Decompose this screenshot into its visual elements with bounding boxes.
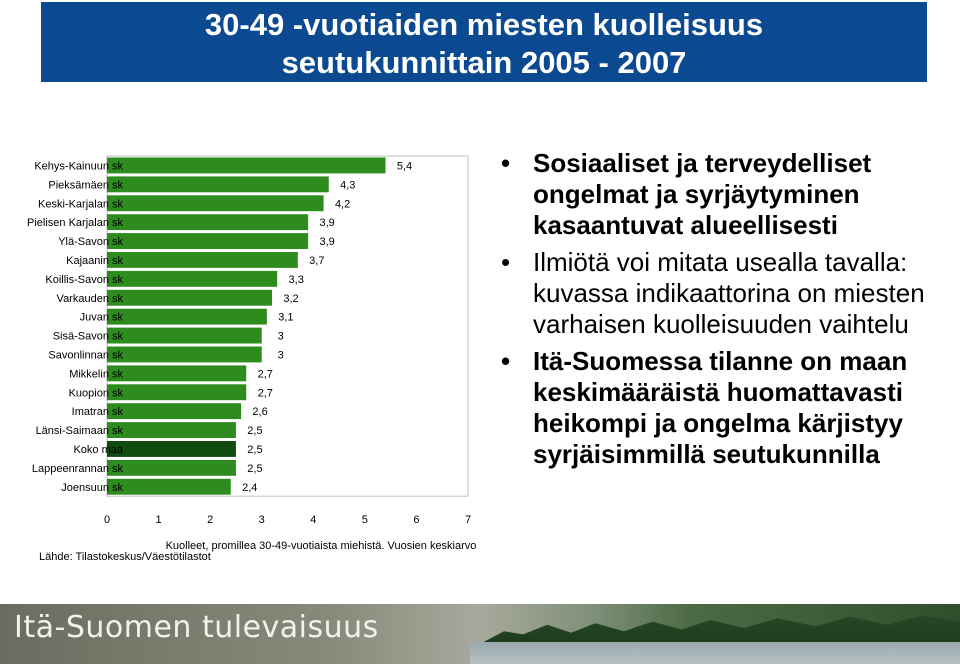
value-label: 4,2 bbox=[335, 198, 350, 210]
page-title-line1: 30-49 -vuotiaiden miesten kuolleisuus bbox=[204, 7, 764, 42]
bar bbox=[107, 327, 262, 344]
category-label: Koko maa bbox=[73, 444, 123, 456]
x-tick-label: 7 bbox=[465, 514, 471, 526]
bullet-dot-icon: • bbox=[501, 148, 511, 178]
value-label: 2,6 bbox=[252, 406, 267, 418]
value-label: 3,2 bbox=[283, 293, 298, 305]
lake-image bbox=[470, 642, 960, 664]
x-tick-label: 0 bbox=[104, 514, 110, 526]
bar bbox=[107, 365, 247, 382]
bar bbox=[107, 289, 273, 306]
category-label: Varkauden sk bbox=[57, 293, 124, 305]
bar bbox=[107, 176, 329, 193]
bullet-item-3: • Itä-Suomessa tilanne on maan keskimäär… bbox=[497, 346, 947, 470]
footer-logo-text: Itä-Suomen tulevaisuus bbox=[14, 610, 379, 645]
category-label: Koillis-Savon sk bbox=[45, 274, 123, 286]
bullet-item-2: • Ilmiötä voi mitata usealla tavalla: ku… bbox=[497, 247, 947, 340]
footer-banner: Itä-Suomen tulevaisuus bbox=[0, 604, 960, 664]
bullet-text-1: Sosiaaliset ja terveydelliset ongelmat j… bbox=[533, 148, 872, 240]
value-label: 3,9 bbox=[319, 217, 334, 229]
x-axis-label: Kuolleet, promillea 30-49-vuotiaista mie… bbox=[166, 540, 477, 552]
bar bbox=[107, 384, 247, 401]
value-label: 3,1 bbox=[278, 312, 293, 324]
bar bbox=[107, 441, 236, 457]
bar bbox=[107, 252, 298, 268]
x-tick-label: 3 bbox=[259, 514, 265, 526]
bar bbox=[107, 478, 231, 495]
category-label: Ylä-Savon sk bbox=[58, 236, 123, 248]
category-label: Kehys-Kainuun sk bbox=[34, 160, 123, 172]
bullet-dot-icon: • bbox=[501, 346, 511, 376]
category-label: Savonlinnan sk bbox=[48, 349, 123, 361]
bar bbox=[107, 157, 386, 174]
bar bbox=[107, 459, 236, 476]
value-label: 2,5 bbox=[247, 444, 262, 456]
bar bbox=[107, 195, 324, 212]
category-label: Juvan sk bbox=[80, 312, 124, 324]
category-label: Mikkelin sk bbox=[69, 368, 123, 380]
x-tick-label: 1 bbox=[156, 514, 162, 526]
page-title-line2: seutukunnittain 2005 - 2007 bbox=[281, 45, 687, 80]
value-label: 2,4 bbox=[242, 482, 257, 494]
category-label: Keski-Karjalan sk bbox=[38, 198, 123, 210]
bar bbox=[107, 233, 309, 249]
bar bbox=[107, 422, 236, 438]
bar bbox=[107, 214, 309, 231]
value-label: 2,7 bbox=[258, 368, 273, 380]
category-label: Pieksämäen sk bbox=[48, 179, 123, 191]
bullet-list: • Sosiaaliset ja terveydelliset ongelmat… bbox=[497, 148, 947, 476]
value-label: 3,7 bbox=[309, 255, 324, 267]
category-label: Kuopion sk bbox=[69, 387, 124, 399]
value-label: 4,3 bbox=[340, 179, 355, 191]
source-note: Lähde: Tilastokeskus/Väestötilastot bbox=[39, 551, 211, 563]
category-label: Lappeenrannan sk bbox=[32, 463, 124, 475]
category-label: Sisä-Savon sk bbox=[53, 331, 124, 343]
x-tick-label: 6 bbox=[413, 514, 419, 526]
bar bbox=[107, 308, 267, 325]
category-label: Länsi-Saimaan sk bbox=[36, 425, 124, 437]
bullet-text-3: Itä-Suomessa tilanne on maan keskimääräi… bbox=[533, 346, 908, 469]
category-label: Pielisen Karjalan sk bbox=[27, 217, 123, 229]
category-label: Kajaanin sk bbox=[66, 255, 123, 267]
x-tick-label: 5 bbox=[362, 514, 368, 526]
plot-frame bbox=[106, 155, 469, 497]
bar bbox=[107, 403, 242, 420]
bullet-text-2: Ilmiötä voi mitata usealla tavalla: kuva… bbox=[533, 247, 925, 339]
bullet-item-1: • Sosiaaliset ja terveydelliset ongelmat… bbox=[497, 148, 947, 241]
title-banner: 30-49 -vuotiaiden miesten kuolleisuus se… bbox=[41, 2, 927, 82]
value-label: 2,5 bbox=[247, 425, 262, 437]
value-label: 2,5 bbox=[247, 463, 262, 475]
bullet-dot-icon: • bbox=[501, 247, 511, 277]
category-label: Imatran sk bbox=[72, 406, 124, 418]
x-tick-label: 4 bbox=[310, 514, 316, 526]
mortality-bar-chart: Kehys-Kainuun sk 5,4 Pieksämäen sk 4,3 Keski… bbox=[0, 150, 490, 565]
value-label: 3 bbox=[278, 331, 284, 343]
value-label: 5,4 bbox=[397, 160, 412, 172]
value-label: 3 bbox=[278, 349, 284, 361]
forest-image bbox=[480, 615, 960, 644]
bar bbox=[107, 346, 262, 363]
value-label: 2,7 bbox=[258, 387, 273, 399]
category-label: Joensuun sk bbox=[61, 482, 123, 494]
value-label: 3,9 bbox=[319, 236, 334, 248]
bar bbox=[107, 270, 278, 287]
x-tick-label: 2 bbox=[207, 514, 213, 526]
value-label: 3,3 bbox=[289, 274, 304, 286]
